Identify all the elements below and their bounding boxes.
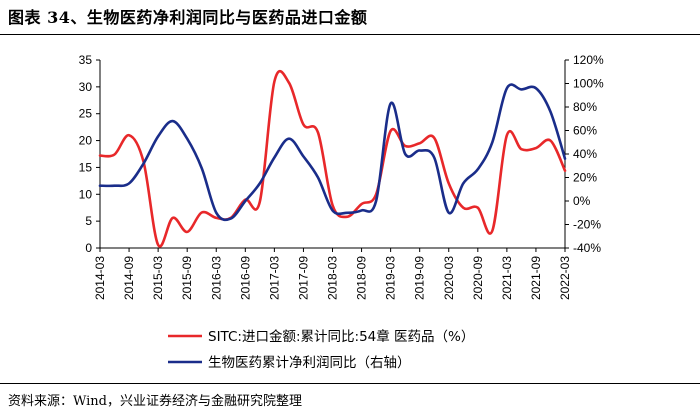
right-tick-label: 100%: [573, 77, 604, 91]
right-tick-label: 40%: [573, 147, 597, 161]
x-tick-label: 2020-03: [442, 256, 456, 300]
right-tick-label: 120%: [573, 53, 604, 67]
left-tick-label: 5: [85, 214, 92, 228]
left-tick-label: 10: [79, 187, 93, 201]
x-tick-label: 2021-03: [500, 256, 514, 300]
chart-title: 图表 34、生物医药净利润同比与医药品进口金额: [8, 8, 368, 27]
x-tick-label: 2015-03: [151, 256, 165, 300]
right-tick-label: 80%: [573, 100, 597, 114]
import-amount-line: [98, 69, 567, 248]
right-tick-label: 0%: [573, 194, 591, 208]
dual-axis-line-chart: 0 5 10 15 20 25 30 35 -40% -20% 0% 20% 40% 60% 80% 100%…: [79, 53, 604, 371]
x-tick-label: 2019-09: [413, 256, 427, 300]
x-tick-label: 2017-03: [267, 256, 281, 300]
x-tick-label: 2015-09: [180, 256, 194, 300]
left-tick-label: 25: [79, 107, 93, 121]
left-tick-label: 0: [85, 241, 92, 255]
left-tick-label: 15: [79, 160, 93, 174]
left-tick-label: 30: [79, 80, 93, 94]
net-profit-line: [98, 83, 567, 222]
legend-label: SITC:进口金额:累计同比:54章 医药品（%）: [208, 328, 474, 345]
title-underline: [0, 34, 700, 35]
right-tick-label: -40%: [573, 241, 601, 255]
x-tick-label: 2018-03: [326, 256, 340, 300]
legend-label: 生物医药累计净利润同比（右轴）: [208, 355, 411, 371]
left-tick-label: 20: [79, 134, 93, 148]
right-tick-label: 20%: [573, 171, 597, 185]
x-tick-label: 2014-03: [93, 256, 107, 300]
x-tick-label: 2016-09: [238, 256, 252, 300]
x-tick-label: 2022-03: [558, 256, 572, 300]
right-tick-label: -20%: [573, 218, 601, 232]
source-rule: [0, 383, 700, 384]
x-tick-label: 2018-09: [355, 256, 369, 300]
x-tick-label: 2019-03: [384, 256, 398, 300]
x-tick-label: 2014-09: [122, 256, 136, 300]
x-tick-label: 2017-09: [296, 256, 310, 300]
x-tick-label: 2021-09: [529, 256, 543, 300]
source-note: 资料来源：Wind，兴业证券经济与金融研究院整理: [8, 394, 302, 409]
x-tick-label: 2016-03: [209, 256, 223, 300]
left-tick-label: 35: [79, 53, 93, 67]
x-tick-label: 2020-09: [471, 256, 485, 300]
right-tick-label: 60%: [573, 124, 597, 138]
